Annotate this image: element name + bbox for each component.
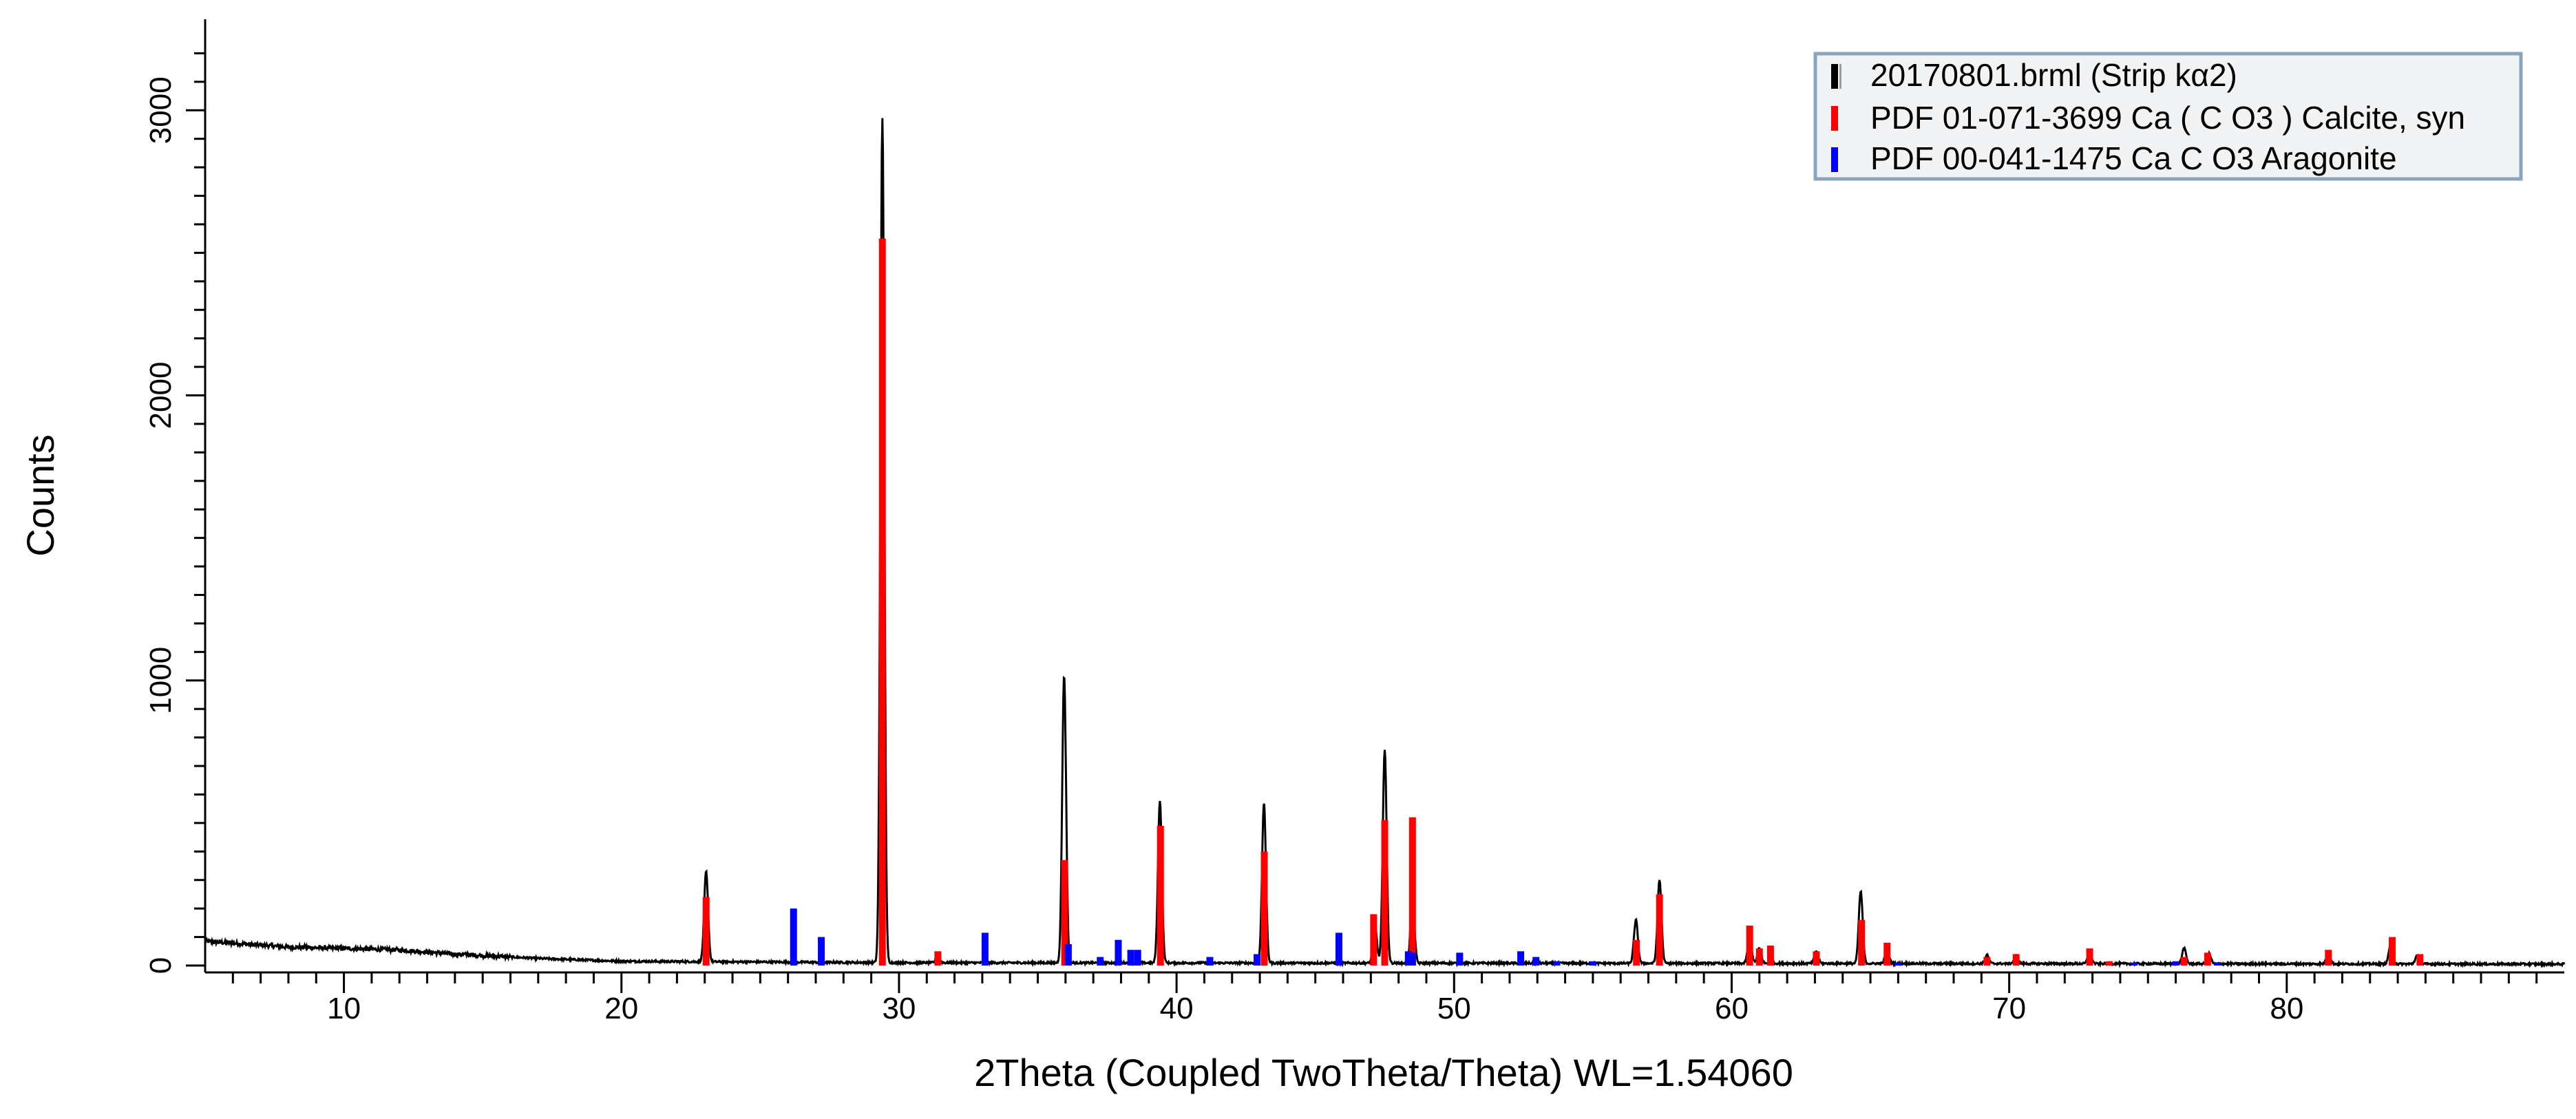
calcite-stick: [2012, 954, 2020, 966]
y-tick-label: 2000: [144, 362, 178, 429]
aragonite-stick: [1532, 957, 1540, 966]
legend-swatch-scan-shadow: [1839, 64, 1841, 89]
legend: 20170801.brml (Strip kα2) PDF 01-071-369…: [1813, 52, 2523, 181]
series-layer: [204, 118, 2566, 969]
aragonite-stick: [1517, 951, 1525, 966]
calcite-stick: [2416, 954, 2424, 966]
x-tick-label: 40: [1160, 992, 1194, 1025]
calcite-stick: [2325, 950, 2332, 966]
aragonite-stick: [1404, 951, 1412, 966]
y-axis-title: Counts: [19, 434, 62, 556]
aragonite-stick: [1097, 957, 1104, 966]
aragonite-stick: [1127, 950, 1134, 966]
calcite-stick: [1813, 951, 1820, 966]
calcite-stick: [1755, 948, 1763, 966]
aragonite-stick: [2214, 962, 2221, 966]
legend-label-scan: 20170801.brml (Strip kα2): [1870, 57, 2237, 93]
aragonite-stick: [1134, 950, 1141, 966]
legend-swatch-calcite: [1831, 106, 1838, 131]
x-tick-label: 20: [604, 992, 638, 1025]
aragonite-stick: [790, 908, 797, 966]
calcite-stick: [1157, 826, 1164, 966]
calcite-stick: [934, 951, 942, 966]
aragonite-stick: [1206, 957, 1214, 966]
calcite-stick: [2389, 937, 2396, 966]
aragonite-stick: [2131, 962, 2138, 966]
x-tick-label: 60: [1715, 992, 1749, 1025]
legend-swatch-aragonite: [1831, 147, 1838, 172]
calcite-stick: [1381, 820, 1389, 966]
legend-label-calcite: PDF 01-071-3699 Ca ( C O3 ) Calcite, syn: [1870, 100, 2465, 136]
calcite-stick: [2086, 948, 2093, 966]
y-tick-label: 3000: [144, 76, 178, 144]
calcite-stick: [2180, 957, 2188, 966]
calcite-stick: [702, 897, 710, 966]
calcite-stick: [1746, 926, 1753, 966]
calcite-stick: [1656, 894, 1663, 966]
legend-box: [1813, 52, 2523, 181]
aragonite-stick: [818, 937, 825, 966]
calcite-stick: [1260, 851, 1268, 966]
y-axis-ticks: 0 1000 2000 3000: [144, 52, 205, 974]
calcite-stick: [1766, 946, 1774, 966]
series-line-scan: [204, 118, 2566, 969]
aragonite-stick: [2172, 961, 2179, 966]
x-tick-label: 50: [1437, 992, 1471, 1025]
legend-item-calcite: PDF 01-071-3699 Ca ( C O3 ) Calcite, syn: [1831, 100, 2465, 136]
x-tick-label: 30: [882, 992, 916, 1025]
aragonite-stick: [1589, 961, 1596, 966]
aragonite-stick: [1335, 932, 1342, 966]
legend-item-scan: 20170801.brml (Strip kα2): [1831, 57, 2237, 93]
x-axis-ticks: 10 20 30 40 50 60 70 80: [231, 972, 2538, 1025]
y-tick-label: 1000: [144, 647, 178, 714]
x-tick-label: 80: [2270, 992, 2303, 1025]
aragonite-stick: [1553, 961, 1561, 966]
x-axis-title: 2Theta (Coupled TwoTheta/Theta) WL=1.540…: [974, 1051, 1793, 1094]
calcite-stick: [1983, 957, 1991, 966]
aragonite-stick: [1456, 952, 1464, 966]
legend-item-aragonite: PDF 00-041-1475 Ca C O3 Aragonite: [1831, 140, 2397, 176]
calcite-stick: [2204, 952, 2211, 966]
aragonite-stick: [1408, 952, 1416, 966]
calcite-stick: [2105, 961, 2113, 966]
aragonite-stick: [1894, 962, 1902, 966]
calcite-stick: [1858, 919, 1866, 966]
calcite-stick: [1370, 914, 1377, 966]
legend-swatch-scan: [1831, 64, 1838, 89]
calcite-stick: [878, 238, 886, 966]
aragonite-stick: [1115, 939, 1122, 966]
calcite-stick: [1633, 939, 1640, 966]
legend-label-aragonite: PDF 00-041-1475 Ca C O3 Aragonite: [1870, 140, 2397, 176]
calcite-stick: [1408, 817, 1416, 966]
calcite-stick: [1883, 942, 1891, 966]
aragonite-stick: [1064, 944, 1072, 966]
aragonite-stick: [981, 932, 989, 966]
x-tick-label: 70: [1992, 992, 2026, 1025]
calcite-stick: [1061, 860, 1068, 966]
aragonite-stick: [1254, 954, 1261, 966]
x-tick-label: 10: [327, 992, 361, 1025]
y-tick-label: 0: [144, 957, 178, 974]
